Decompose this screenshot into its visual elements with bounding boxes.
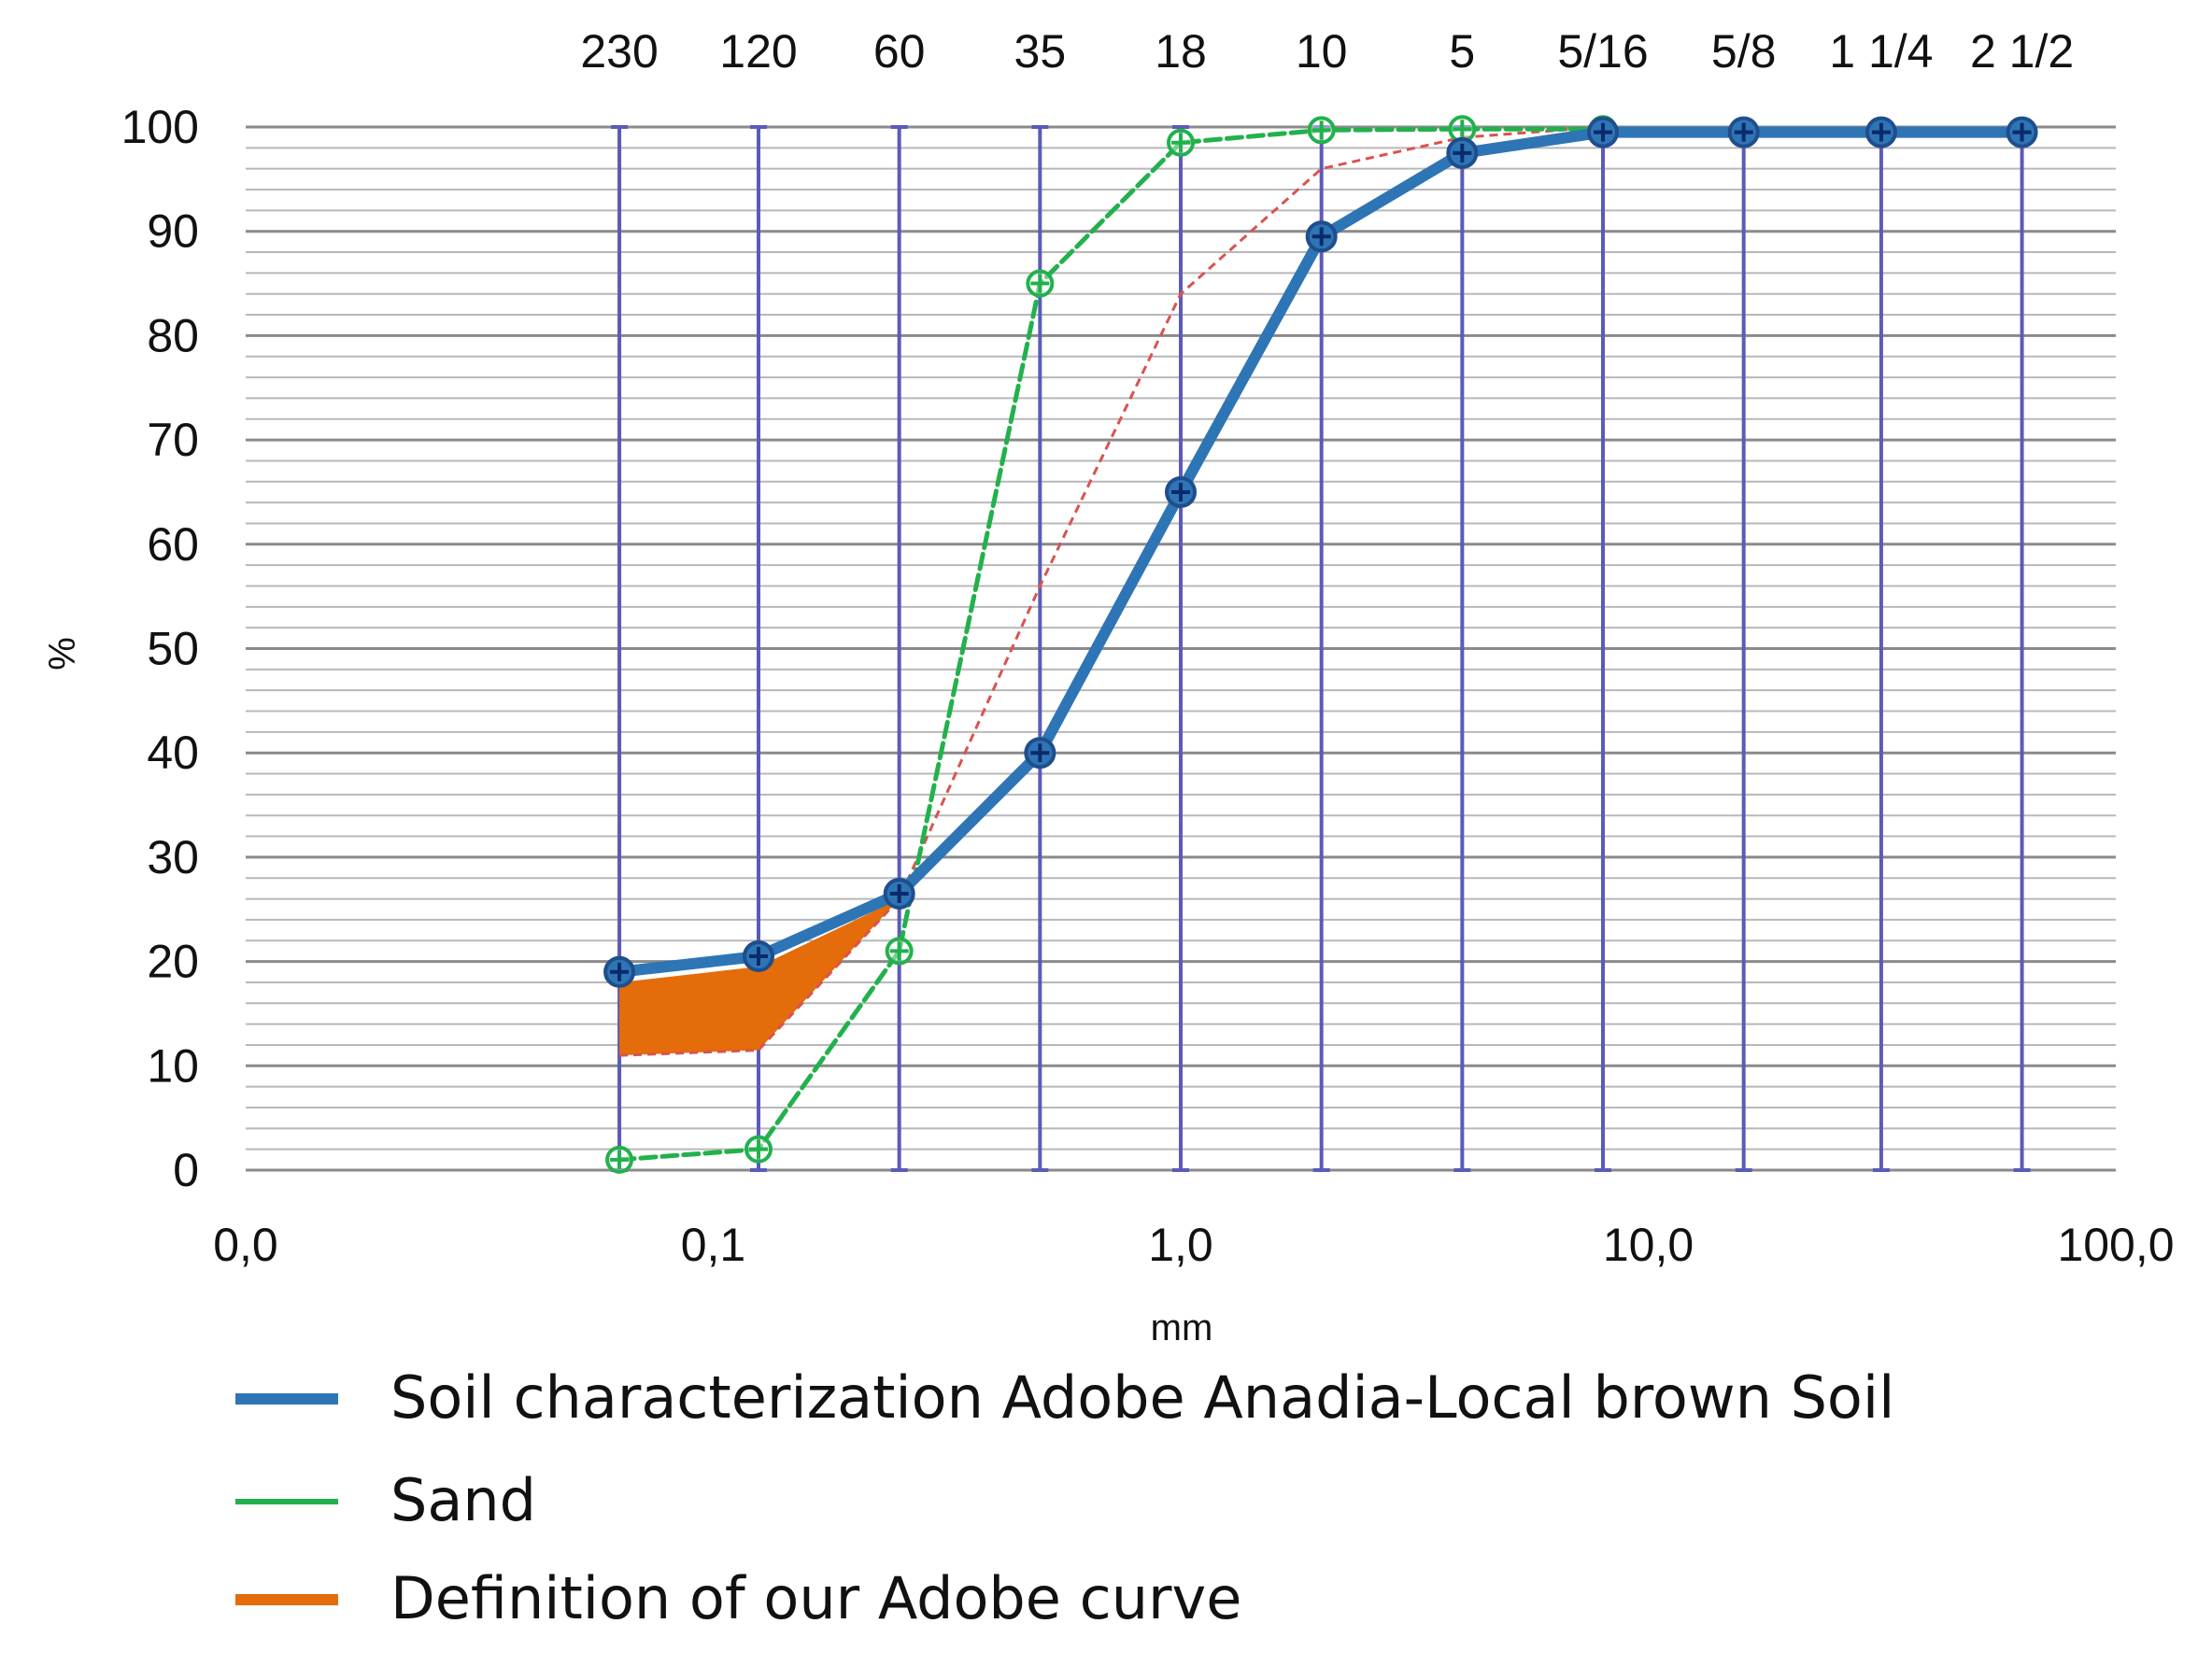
adobe-curve-lower-limit xyxy=(619,125,1604,1057)
y-tick-label: 90 xyxy=(147,205,199,258)
sieve-label: 60 xyxy=(873,25,926,78)
sand-series-line xyxy=(617,126,1606,1163)
series-lines xyxy=(603,115,2038,1174)
x-tick-label: 0,0 xyxy=(213,1219,278,1271)
legend-label: Sand xyxy=(390,1466,536,1534)
legend: Soil characterization Adobe Anadia-Local… xyxy=(235,1363,1894,1632)
x-tick-labels: 0,0 0,1 1,0 10,0 100,0 xyxy=(213,1219,2174,1271)
x-tick-label: 0,1 xyxy=(681,1219,746,1271)
sieve-label: 2 1/2 xyxy=(1970,25,2074,78)
sieve-label: 18 xyxy=(1155,25,1207,78)
sieve-label: 1 1/4 xyxy=(1829,25,1933,78)
y-tick-label: 0 xyxy=(173,1144,199,1196)
y-tick-label: 50 xyxy=(147,623,199,675)
legend-label: Soil characterization Adobe Anadia-Local… xyxy=(390,1363,1894,1432)
y-tick-label: 100 xyxy=(121,101,199,153)
y-tick-labels: 0 10 20 30 40 50 60 70 80 90 100 xyxy=(121,101,199,1196)
sieve-label: 5 xyxy=(1449,25,1475,78)
x-axis-title: mm xyxy=(1151,1307,1213,1348)
sieve-label: 230 xyxy=(580,25,658,78)
sieve-label: 10 xyxy=(1296,25,1348,78)
legend-label: Definition of our Adobe curve xyxy=(390,1564,1241,1632)
y-tick-label: 10 xyxy=(147,1039,199,1092)
sieve-labels: 230 120 60 35 18 10 5 5/16 5/8 1 1/4 2 1/2 xyxy=(580,25,2074,78)
y-tick-label: 40 xyxy=(147,727,199,779)
y-tick-label: 60 xyxy=(147,518,199,571)
sieve-label: 35 xyxy=(1014,25,1067,78)
y-tick-label: 80 xyxy=(147,309,199,361)
y-tick-label: 20 xyxy=(147,936,199,988)
y-axis-title: % xyxy=(40,637,81,671)
sieve-label: 5/16 xyxy=(1557,25,1648,78)
x-tick-label: 10,0 xyxy=(1603,1219,1694,1271)
x-tick-label: 1,0 xyxy=(1148,1219,1213,1271)
sieve-label: 120 xyxy=(719,25,797,78)
y-tick-label: 30 xyxy=(147,831,199,883)
adobe-curve-fill xyxy=(619,898,900,1056)
sieve-label: 5/8 xyxy=(1711,25,1777,78)
x-tick-label: 100,0 xyxy=(2057,1219,2174,1271)
y-tick-label: 70 xyxy=(147,414,199,466)
adobe-curve-area xyxy=(619,125,1604,1057)
sieve-gridlines xyxy=(611,125,2031,1172)
